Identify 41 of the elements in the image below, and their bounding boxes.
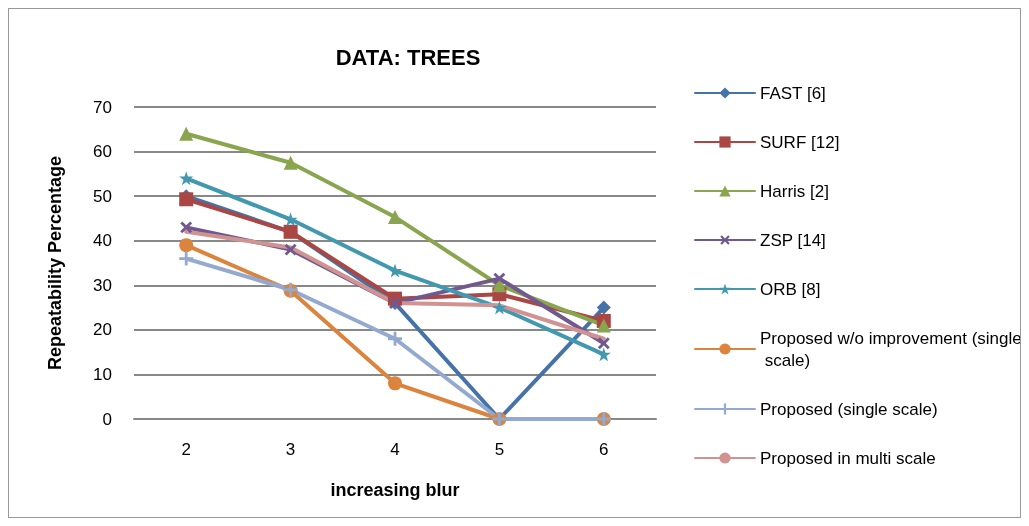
legend-label: SURF [12]: [760, 132, 840, 152]
x-tick-label: 5: [494, 440, 505, 459]
legend-label: FAST [6]: [760, 83, 826, 103]
y-axis-title: Repeatability Percentage: [45, 155, 65, 371]
point: [596, 347, 611, 362]
point: [388, 263, 402, 278]
x-tick-label: 6: [599, 440, 609, 459]
legend-label: ZSP [14]: [760, 230, 826, 250]
y-tick-label: 30: [93, 275, 112, 295]
point: [388, 331, 402, 346]
legend-label: ORB [8]: [760, 279, 821, 299]
y-tick-label: 70: [93, 97, 112, 117]
y-tick-label: 10: [93, 364, 112, 384]
point: [388, 376, 402, 391]
legend-label: Proposed in multi scale: [760, 448, 936, 468]
chart-title: DATA: TREES: [335, 44, 481, 70]
x-tick-label: 2: [181, 440, 191, 459]
point: [179, 171, 194, 186]
y-tick-label: 60: [93, 142, 112, 162]
point: [179, 238, 194, 253]
point: [179, 126, 194, 141]
y-tick-label: 40: [93, 231, 112, 251]
x-axis-title: increasing blur: [330, 480, 460, 500]
point: [180, 221, 193, 234]
x-tick-label: 3: [285, 440, 296, 459]
x-tick-label: 4: [390, 440, 400, 459]
point: [283, 212, 298, 227]
point: [493, 272, 506, 285]
legend-label: Harris [2]: [760, 181, 829, 201]
y-tick-label: 0: [102, 409, 112, 429]
point: [596, 300, 611, 315]
y-tick-label: 20: [93, 320, 112, 340]
point: [179, 251, 194, 266]
point: [283, 155, 298, 170]
point: [492, 300, 507, 315]
y-tick-label: 50: [93, 186, 112, 206]
point: [284, 243, 297, 256]
point: [492, 278, 507, 293]
legend-label: Proposed (single scale): [760, 399, 938, 419]
point: [596, 318, 611, 333]
point: [388, 210, 402, 225]
